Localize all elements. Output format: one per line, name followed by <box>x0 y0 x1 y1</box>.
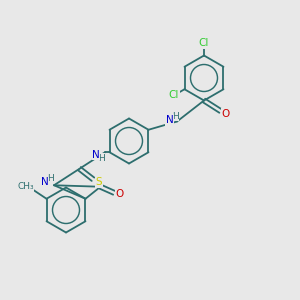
Text: Cl: Cl <box>169 90 179 100</box>
Text: O: O <box>222 109 230 119</box>
Text: H: H <box>172 112 179 121</box>
Text: Cl: Cl <box>199 38 209 48</box>
Text: N: N <box>166 115 173 125</box>
Text: S: S <box>96 177 102 187</box>
Text: N: N <box>92 150 100 160</box>
Text: H: H <box>47 174 54 183</box>
Text: H: H <box>98 154 105 163</box>
Text: CH₃: CH₃ <box>17 182 34 191</box>
Text: O: O <box>116 189 124 199</box>
Text: N: N <box>41 177 49 187</box>
